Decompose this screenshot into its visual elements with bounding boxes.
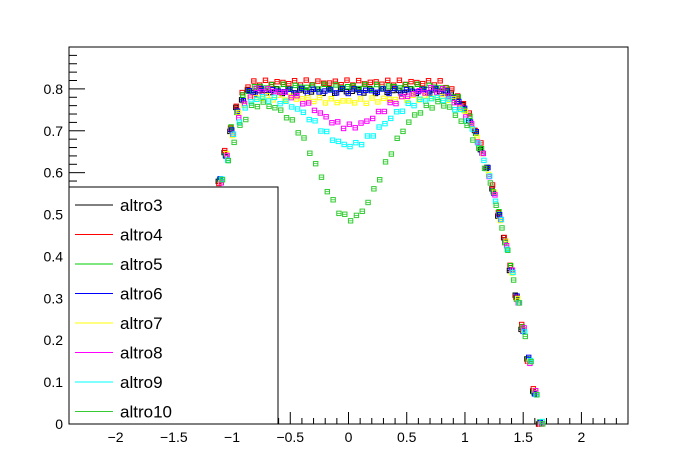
series-altro10 — [219, 98, 546, 427]
x-tick-label: 1.5 — [513, 429, 533, 445]
y-tick-label: 0.1 — [44, 374, 64, 390]
y-tick-label: 0.2 — [44, 332, 64, 348]
series-altro7 — [217, 92, 544, 427]
legend-label: altro9 — [120, 373, 163, 392]
legend: altro3 altro4 altro5 altro6 altro7 altro8 altr… — [68, 186, 279, 425]
x-tick-label: −2 — [108, 429, 124, 445]
x-tick-label: 2 — [578, 429, 586, 445]
series-altro9 — [219, 94, 545, 425]
y-tick-label: 0.6 — [44, 165, 64, 181]
legend-label: altro10 — [120, 403, 172, 422]
legend-label: altro6 — [120, 285, 163, 304]
x-tick-label: −0.5 — [276, 429, 304, 445]
x-tick-label: 1 — [461, 429, 469, 445]
y-tick-label: 0.8 — [44, 81, 64, 97]
x-tick-label: 0.5 — [397, 429, 417, 445]
series-layer — [215, 77, 546, 427]
y-tick-label: 0.5 — [44, 207, 64, 223]
y-tick-label: 0.3 — [44, 290, 64, 306]
legend-box — [68, 186, 279, 425]
legend-label: altro3 — [120, 196, 163, 215]
y-tick-label: 0.7 — [44, 123, 64, 139]
legend-label: altro4 — [120, 226, 163, 245]
x-tick-label: −1.5 — [160, 429, 188, 445]
legend-label: altro8 — [120, 344, 163, 363]
legend-label: altro7 — [120, 314, 163, 333]
x-tick-label: 0 — [345, 429, 353, 445]
x-tick-label: −1 — [224, 429, 240, 445]
y-tick-label: 0 — [55, 416, 63, 432]
legend-label: altro5 — [120, 255, 163, 274]
y-tick-label: 0.4 — [44, 248, 64, 264]
